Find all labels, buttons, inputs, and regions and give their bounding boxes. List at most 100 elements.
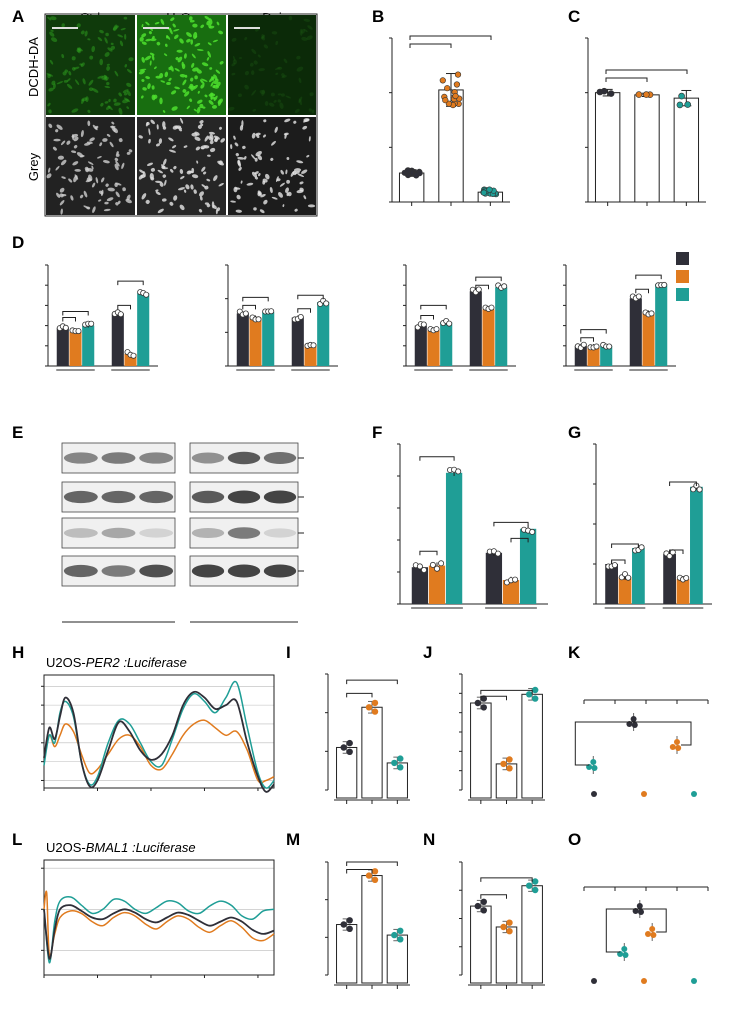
cell (99, 58, 104, 66)
cell (215, 208, 218, 215)
cell (97, 75, 104, 79)
cell (259, 209, 265, 214)
cell (194, 136, 201, 141)
cell (216, 21, 220, 26)
series-line-Ctrl (43, 690, 275, 793)
cell (204, 94, 208, 98)
cell (264, 101, 269, 106)
cell (239, 125, 244, 131)
fluorescence-image-ctrl (46, 15, 135, 115)
row-label-dcdh: DCDH-DA (26, 37, 41, 97)
blot-band (139, 490, 174, 504)
cell (185, 184, 190, 190)
cell (176, 49, 183, 53)
significance-bracket (580, 337, 594, 342)
cell (302, 125, 308, 130)
cell (160, 18, 165, 25)
cell (106, 197, 114, 202)
blot-band (263, 564, 297, 578)
cell (170, 168, 174, 173)
cell (171, 106, 178, 111)
data-point (488, 304, 495, 311)
data-point (635, 293, 642, 300)
panel-k: K (568, 643, 709, 797)
cell (218, 160, 223, 165)
legend-marker (691, 978, 697, 984)
data-point (371, 868, 379, 875)
cell (145, 21, 150, 26)
significance-bracket (420, 315, 434, 320)
cell (71, 133, 79, 138)
bar-H₂O₂ (361, 706, 383, 799)
cell (46, 173, 52, 179)
cell (173, 28, 180, 32)
data-point (661, 281, 668, 288)
cell (180, 175, 185, 180)
significance-bracket (242, 296, 269, 302)
panel-e: E (12, 423, 304, 623)
blot-band (63, 490, 98, 504)
data-point (413, 172, 420, 179)
cell (128, 57, 134, 62)
cell (162, 198, 167, 202)
cell (76, 23, 81, 28)
data-point (500, 760, 507, 768)
cell (212, 85, 216, 89)
data-point (88, 320, 95, 327)
series-line-Dpi (43, 680, 275, 789)
data-point (323, 300, 330, 307)
cell (306, 35, 313, 40)
cell (263, 134, 266, 138)
cell (141, 41, 147, 45)
cell (125, 198, 132, 204)
cell (100, 177, 105, 183)
cell (201, 147, 205, 150)
cell (281, 75, 287, 79)
cell (251, 154, 256, 160)
data-point (506, 919, 513, 926)
bar-H₂O₂ (618, 576, 632, 604)
significance-bracket (420, 304, 447, 310)
data-point (621, 946, 628, 952)
cell (88, 79, 94, 86)
cell (201, 166, 206, 172)
cell (186, 38, 191, 43)
cell (92, 88, 99, 93)
cell (191, 174, 199, 179)
data-point (365, 872, 373, 879)
cell (59, 200, 65, 206)
cell (121, 162, 125, 170)
data-point (310, 342, 317, 349)
data-point (593, 343, 600, 350)
cell (55, 129, 59, 133)
cell (81, 97, 88, 102)
cell (260, 36, 264, 40)
cell (254, 157, 258, 162)
panel-letter-o: O (568, 830, 581, 849)
cell (287, 191, 292, 197)
cell (156, 124, 159, 130)
panel-g: G (568, 423, 712, 609)
cell (84, 166, 89, 171)
cell (170, 65, 174, 72)
cell (79, 194, 84, 199)
cell (126, 68, 132, 74)
data-point (439, 77, 446, 84)
significance-bracket (639, 908, 667, 933)
cell (139, 68, 147, 71)
significance-bracket (635, 288, 649, 294)
cell (230, 144, 233, 150)
data-point (340, 744, 347, 751)
bar-0 (398, 172, 425, 203)
cell (278, 192, 283, 198)
cell (173, 165, 177, 170)
cell (234, 187, 241, 190)
cell (257, 54, 261, 58)
blot-band (191, 490, 225, 504)
cell (294, 108, 300, 114)
cell (48, 167, 51, 173)
cell (107, 47, 113, 52)
cell (162, 121, 166, 128)
significance-bracket (633, 721, 692, 746)
cell (265, 173, 270, 180)
